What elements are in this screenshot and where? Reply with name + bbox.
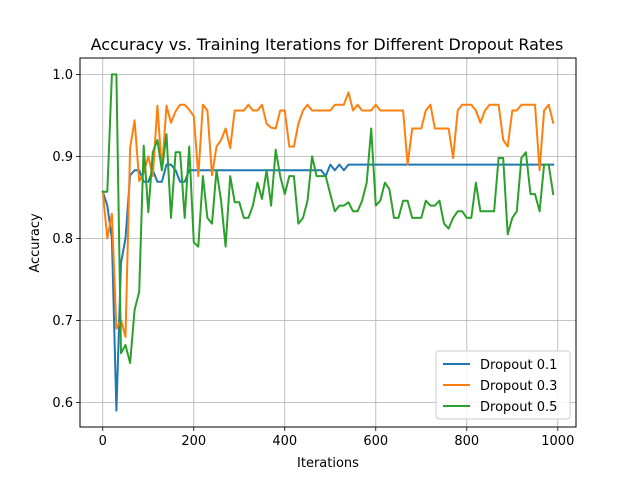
legend-label-3: Dropout 0.5 [480,400,557,415]
x-tick-label: 800 [454,434,479,449]
x-tick-label: 1000 [541,434,574,449]
legend-label-2: Dropout 0.3 [480,379,557,394]
series-line-2 [101,91,555,338]
x-tick-label: 400 [272,434,297,449]
axes-frame [79,57,577,428]
x-axis-title: Iterations [297,456,359,471]
y-tick-label: 0.8 [52,232,73,247]
y-axis-title: Accuracy [28,213,43,273]
legend-label-1: Dropout 0.1 [480,358,557,373]
series-layer [101,73,555,412]
series-line-3 [101,73,555,364]
chart-title: Accuracy vs. Training Iterations for Dif… [91,35,564,54]
x-tick-label: 0 [99,434,107,449]
series-line-1 [101,163,555,412]
tick-layer: 0 200 400 600 800 1000 0.6 0.7 0.8 0.9 1.0 [52,68,574,449]
y-tick-label: 0.6 [52,396,73,411]
legend-box [435,350,571,420]
y-tick-label: 1.0 [52,68,73,83]
x-tick-label: 200 [181,434,206,449]
y-tick-label: 0.7 [52,314,73,329]
legend: Dropout 0.1 Dropout 0.3 Dropout 0.5 [435,350,571,420]
x-tick-label: 600 [363,434,388,449]
y-tick-label: 0.9 [52,150,73,165]
